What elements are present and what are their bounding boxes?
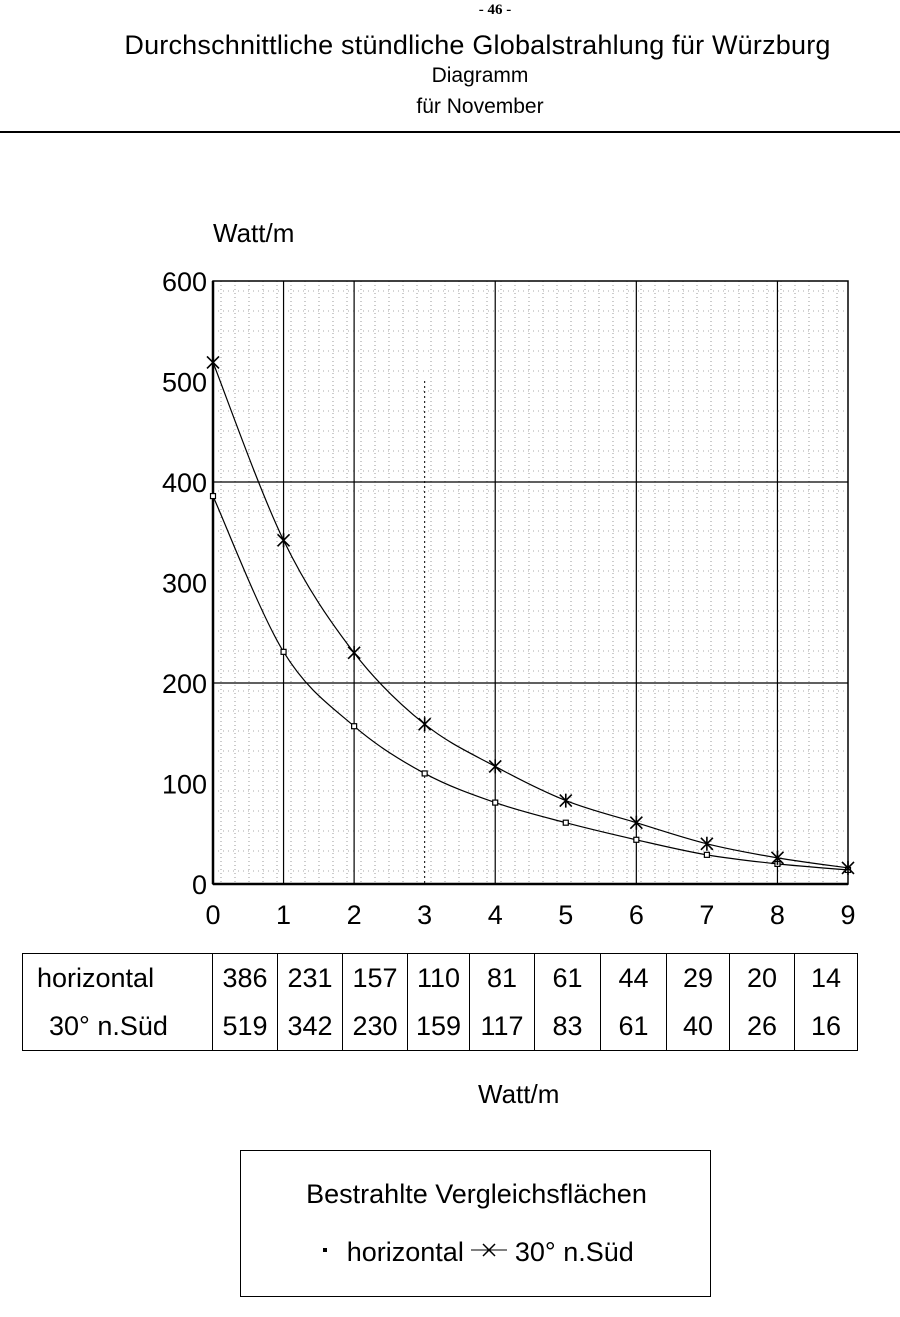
y-axis-label: Watt/m [213,218,295,248]
line-chart: 0 100 200 300 400 500 600 0 1 2 3 4 5 6 7 8 9 [162,267,856,930]
y-tick-label: 0 [192,870,207,900]
y-tick-label: 600 [162,267,207,297]
data-point-30-sued [206,355,220,370]
table-cell: 40 [666,1002,730,1051]
table-cell: 29 [666,953,730,1002]
table-cell: 342 [277,1002,343,1051]
table-cell: 386 [212,953,278,1002]
x-tick-label: 6 [629,900,644,930]
x-tick-label: 8 [770,900,785,930]
table-cell: 16 [794,1002,858,1051]
x-tick-label: 0 [205,900,220,930]
x-tick-label: 4 [488,900,503,930]
data-table: horizontal 386 231 157 110 81 61 44 29 20 14 30° n… [22,953,858,1051]
data-point-horizontal [562,819,569,826]
data-point-30-sued [629,815,643,830]
legend: Bestrahlte Vergleichsflächen horizontal … [240,1150,711,1297]
header-divider [0,131,900,133]
legend-label-30-sued: 30° n.Süd [514,1237,634,1267]
table-cell: 157 [342,953,408,1002]
table-row-30-sued: 30° n.Süd 519 342 230 159 117 83 61 40 26 16 [22,1002,858,1051]
x-tick-label: 2 [347,900,362,930]
table-cell: 159 [407,1002,470,1051]
data-point-horizontal [492,799,499,806]
table-cell: 519 [212,1002,278,1051]
data-point-30-sued [700,836,714,851]
y-tick-label: 500 [162,368,207,398]
data-point-horizontal [703,851,710,858]
chart-title: Durchschnittliche stündliche Globalstrah… [124,30,831,60]
data-point-30-sued [841,860,855,875]
x-tick-label: 5 [558,900,573,930]
table-cell: 110 [407,953,470,1002]
data-point-horizontal [633,836,640,843]
row-label: 30° n.Süd [22,1002,213,1051]
data-point-30-sued [488,759,502,774]
series-line-30-sued [212,362,849,869]
table-row-horizontal: horizontal 386 231 157 110 81 61 44 29 20 14 [22,953,858,1002]
table-cell: 20 [729,953,795,1002]
legend-label-horizontal: horizontal [346,1237,464,1267]
table-cell: 26 [729,1002,795,1051]
table-cell: 117 [469,1002,535,1051]
x-tick-label: 3 [417,900,432,930]
table-cell: 61 [600,1002,667,1051]
data-point-30-sued [347,645,361,660]
series-line-horizontal [212,495,849,871]
legend-title: Bestrahlte Vergleichsflächen [306,1179,647,1209]
asterisk-marker-icon [471,1243,508,1257]
data-point-horizontal [209,492,217,500]
table-cell: 230 [342,1002,408,1051]
y-tick-label: 400 [162,468,207,498]
table-cell: 231 [277,953,343,1002]
data-point-30-sued [276,533,291,548]
y-tick-label: 300 [162,569,207,599]
table-cell: 61 [534,953,601,1002]
data-point-horizontal [421,770,428,777]
x-tick-label: 7 [699,900,714,930]
data-point-30-sued [418,717,432,732]
data-point-30-sued [559,793,573,808]
table-cell: 44 [600,953,667,1002]
x-tick-label: 9 [840,900,855,930]
table-cell: 14 [794,953,858,1002]
y-tick-label: 200 [162,669,207,699]
x-tick-label: 1 [276,900,291,930]
chart-subtitle-month: für November [416,95,544,118]
data-point-horizontal [351,723,358,730]
data-point-30-sued [770,850,785,865]
data-point-horizontal [280,648,287,655]
page-number: - 46 - [478,2,512,18]
x-axis-label: Watt/m [478,1079,560,1109]
table-cell: 81 [469,953,535,1002]
legend-entries: horizontal 30° n.Süd [241,1237,712,1268]
square-dot-marker-icon [323,1247,328,1252]
table-cell: 83 [534,1002,601,1051]
chart-subtitle: Diagramm [431,64,529,87]
row-label: horizontal [22,953,213,1002]
y-tick-label: 100 [162,770,207,800]
